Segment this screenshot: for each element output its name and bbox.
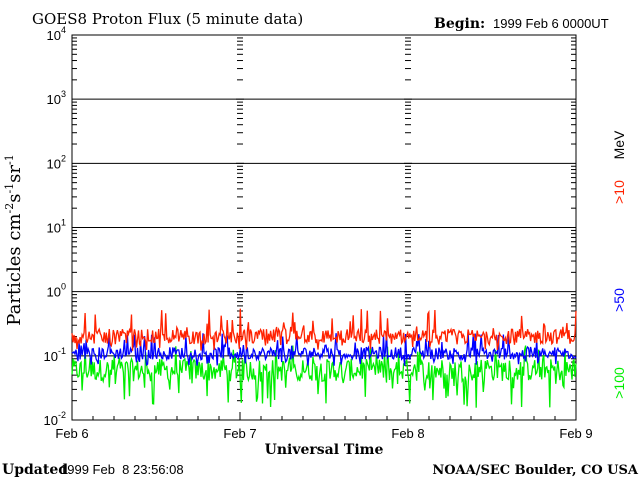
series-line-gt10 — [71, 308, 577, 351]
x-tick-label: Feb 7 — [223, 426, 256, 441]
legend-entry: >10 — [611, 180, 627, 204]
x-tick-labels: Feb 6 Feb 7 Feb 8 Feb 9 — [55, 426, 592, 441]
updated-label: Updated — [2, 462, 68, 478]
legend-unit: MeV — [611, 130, 627, 159]
legend-entry: >100 — [611, 367, 627, 399]
begin-label: Begin: — [434, 16, 485, 32]
x-tick-label: Feb 8 — [391, 426, 424, 441]
grid-lines — [72, 98, 576, 357]
x-tick-label: Feb 6 — [55, 426, 88, 441]
y-tick-label: 102 — [47, 153, 66, 171]
y-axis-label-base: Particles cm — [4, 214, 25, 326]
y-tick-label: 100 — [47, 282, 66, 300]
y-axis-label-mid2: sr — [4, 165, 25, 183]
begin-value: 1999 Feb 6 0000UT — [493, 16, 609, 31]
plot-area — [71, 34, 577, 421]
y-tick-label: 101 — [47, 218, 66, 236]
legend-label: >50 — [611, 288, 627, 312]
series-lines — [71, 308, 577, 408]
series-line-gt50 — [71, 331, 577, 367]
legend-label: >10 — [611, 180, 627, 204]
updated-value: 1999 Feb 8 23:56:08 — [60, 462, 184, 477]
series-line-gt100 — [71, 345, 577, 408]
svg-text:Particles cm-2s-1sr-1: Particles cm-2s-1sr-1 — [3, 154, 25, 325]
legend-label: >100 — [611, 367, 627, 399]
legend-unit-label: MeV — [611, 130, 627, 159]
credit-text: NOAA/SEC Boulder, CO USA — [432, 463, 639, 478]
x-tick-label: Feb 9 — [559, 426, 592, 441]
y-axis-label-exp1: -2 — [3, 203, 16, 214]
y-tick-labels: 10-2 10-1 100 101 102 103 104 — [44, 25, 66, 428]
y-tick-label: 10-2 — [44, 410, 66, 428]
y-axis-label-mid1: s — [4, 194, 25, 203]
legend-entry: >50 — [611, 288, 627, 312]
legend: >10 >50 >100 MeV — [611, 130, 627, 399]
y-tick-label: 103 — [47, 89, 66, 107]
y-axis-label-exp3: -1 — [3, 154, 16, 165]
y-tick-label: 10-1 — [44, 346, 66, 364]
chart-title: GOES8 Proton Flux (5 minute data) — [32, 10, 303, 28]
y-axis-label: Particles cm-2s-1sr-1 — [3, 154, 25, 325]
y-tick-label: 104 — [47, 25, 66, 43]
y-axis-label-exp2: -1 — [3, 183, 16, 194]
x-axis-label: Universal Time — [265, 442, 384, 458]
